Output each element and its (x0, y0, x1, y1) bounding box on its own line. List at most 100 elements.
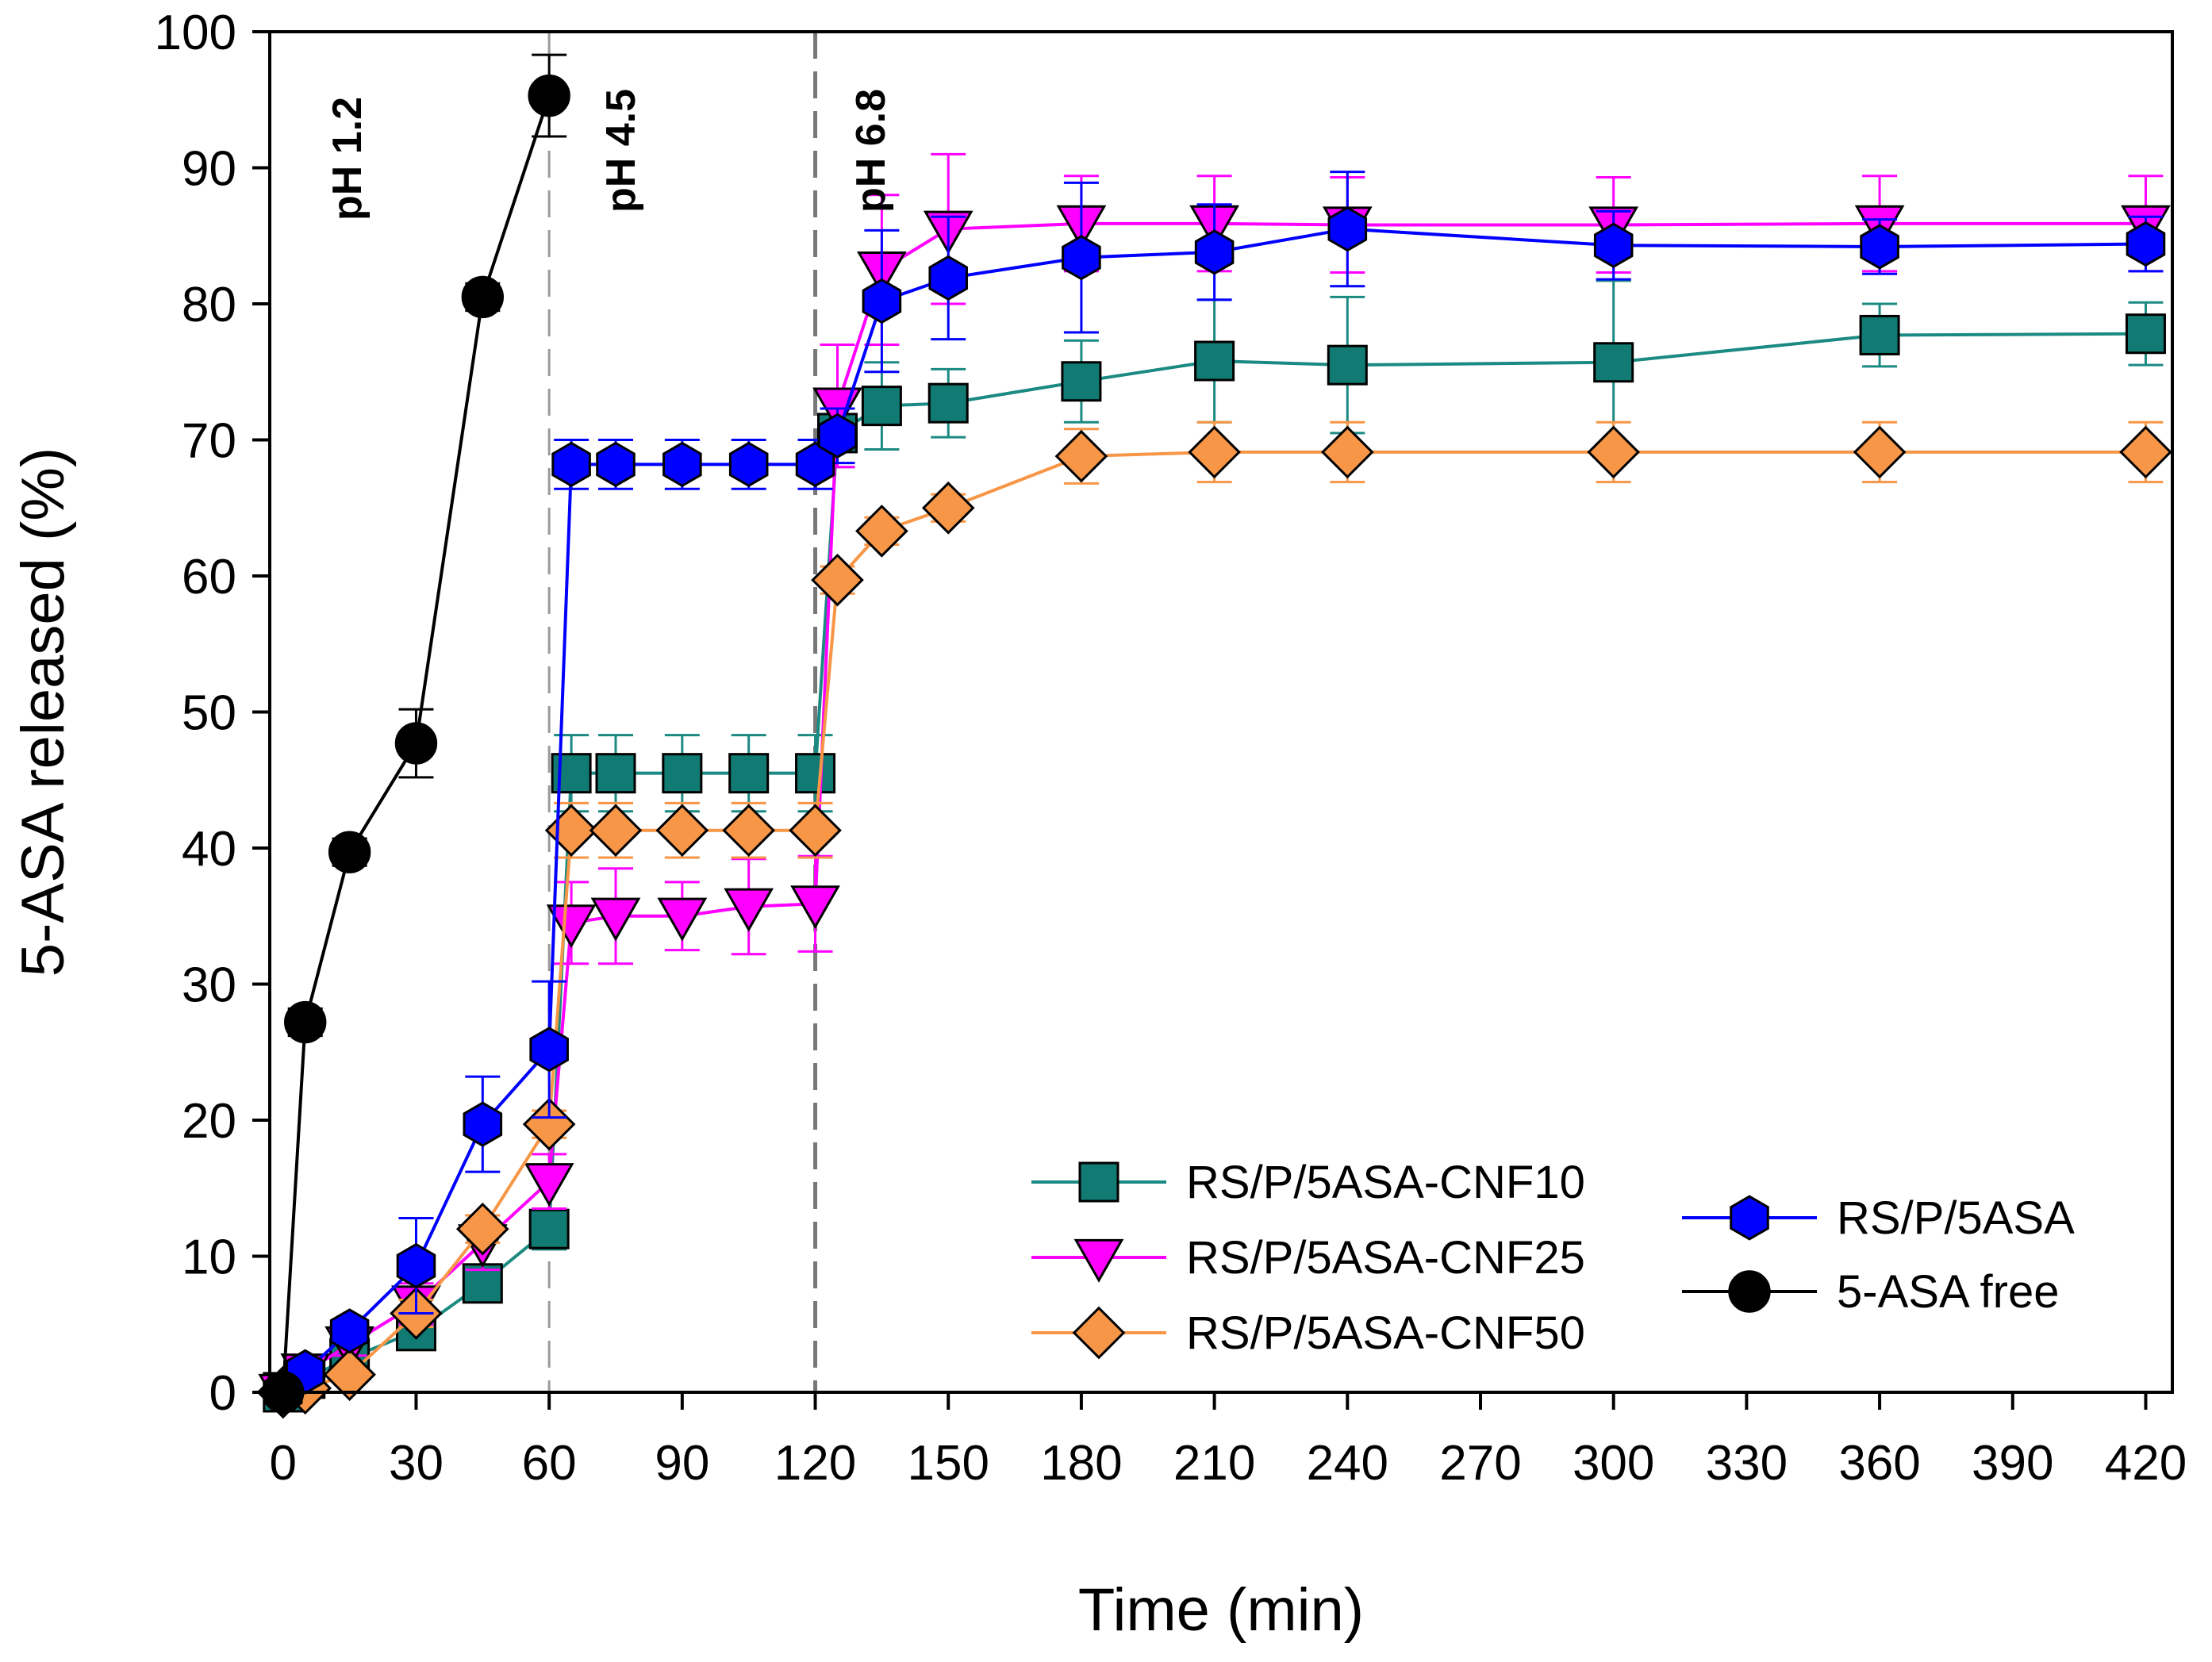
data-point-marker (544, 804, 598, 858)
data-point-marker (589, 804, 643, 858)
x-tick-label: 330 (1706, 1436, 1788, 1491)
data-point-marker (1859, 314, 1900, 355)
legend-label: RS/P/5ASA-CNF50 (1186, 1307, 1585, 1359)
data-point-marker (1730, 1195, 1769, 1241)
axis-layer (252, 30, 2174, 1410)
x-tick-label: 120 (774, 1436, 856, 1491)
data-point-marker (2125, 313, 2166, 355)
data-point-marker (921, 481, 975, 535)
data-point-marker (811, 553, 864, 607)
legend-label: RS/P/5ASA-CNF10 (1186, 1157, 1585, 1208)
data-point-marker (590, 897, 641, 942)
x-tick-label: 270 (1439, 1436, 1521, 1491)
data-point-marker (1054, 429, 1108, 483)
data-point-marker (284, 1000, 327, 1044)
label-layer: 0 30 60 90 120 150 180 210 240 270 300 330 360 390 420… (10, 6, 2187, 1644)
data-point-marker (662, 441, 702, 487)
data-point-marker (1073, 1238, 1124, 1283)
data-point-marker (1194, 229, 1235, 275)
data-point-marker (528, 1208, 570, 1249)
data-point-marker (394, 722, 438, 765)
data-point-marker (551, 441, 591, 487)
data-point-marker (546, 904, 597, 949)
data-point-marker (329, 1308, 370, 1354)
data-point-marker (655, 804, 709, 858)
data-point-marker (323, 1348, 376, 1402)
data-point-marker (522, 1097, 576, 1151)
data-point-marker (928, 255, 969, 301)
data-point-marker (2119, 425, 2172, 479)
data-point-marker (461, 275, 505, 319)
y-tick-label: 80 (182, 278, 236, 332)
x-tick-label: 60 (522, 1436, 577, 1491)
phase-label: pH 6.8 (848, 89, 894, 213)
data-point-marker (861, 386, 902, 427)
legend-label: RS/P/5ASA (1837, 1192, 2075, 1244)
legend-label: RS/P/5ASA-CNF25 (1186, 1232, 1585, 1284)
y-tick-label: 90 (182, 142, 236, 197)
legend-entry: RS/P/5ASA-CNF50 (1031, 1306, 1585, 1360)
data-point-marker (728, 441, 769, 487)
x-tick-label: 300 (1573, 1436, 1654, 1491)
x-tick-label: 390 (1972, 1436, 2053, 1491)
data-point-marker (1072, 1306, 1126, 1360)
data-point-marker (1860, 224, 1899, 270)
y-tick-label: 70 (182, 414, 236, 469)
data-point-marker (789, 804, 842, 858)
x-tick-label: 180 (1040, 1436, 1122, 1491)
data-point-marker (455, 1202, 509, 1256)
data-point-marker (596, 441, 636, 487)
data-point-marker (524, 1163, 574, 1207)
y-tick-label: 30 (182, 958, 236, 1013)
legend-entry: RS/P/5ASA (1682, 1192, 2075, 1244)
data-point-marker (1587, 425, 1641, 479)
data-point-marker (529, 1027, 569, 1073)
x-tick-label: 240 (1307, 1436, 1388, 1491)
legend: RS/P/5ASA-CNF10 RS/P/5ASA-CNF25 RS/P/5ASA-… (1031, 1157, 2075, 1360)
data-point-marker (1728, 1270, 1771, 1313)
data-point-marker (1327, 344, 1368, 386)
y-tick-label: 40 (182, 822, 236, 877)
data-point-marker (528, 74, 570, 117)
x-tick-label: 210 (1173, 1436, 1255, 1491)
data-point-marker (855, 505, 908, 558)
phase-marker-layer (547, 32, 818, 1392)
data-point-marker (862, 278, 902, 324)
y-tick-label: 10 (182, 1230, 236, 1285)
data-point-marker (817, 413, 858, 459)
y-tick-label: 20 (182, 1094, 236, 1149)
x-tick-label: 30 (389, 1436, 444, 1491)
data-point-marker (328, 831, 371, 873)
y-tick-label: 50 (182, 686, 236, 741)
x-tick-label: 420 (2105, 1436, 2187, 1491)
data-point-marker (1327, 206, 1368, 252)
x-tick-label: 360 (1838, 1436, 1920, 1491)
y-tick-label: 100 (155, 6, 236, 60)
legend-entry: 5-ASA free (1682, 1266, 2059, 1318)
series-layer (256, 53, 2172, 1419)
data-point-marker (1853, 425, 1907, 479)
x-tick-label: 150 (908, 1436, 989, 1491)
phase-label: pH 1.2 (325, 97, 371, 221)
data-point-marker (2126, 221, 2166, 267)
x-axis-title: Time (min) (1078, 1576, 1364, 1644)
series-line (281, 94, 551, 1393)
data-point-marker (1320, 425, 1374, 479)
y-tick-label: 0 (209, 1366, 236, 1421)
phase-label: pH 4.5 (598, 89, 644, 213)
data-point-marker (595, 753, 636, 794)
legend-entry: RS/P/5ASA-CNF25 (1031, 1232, 1585, 1284)
data-point-marker (1061, 361, 1102, 402)
data-point-marker (1194, 340, 1235, 382)
data-point-marker (724, 888, 774, 932)
data-point-marker (790, 885, 840, 930)
data-point-marker (1593, 342, 1634, 383)
data-point-marker (722, 804, 776, 858)
data-point-marker (1188, 425, 1241, 479)
y-axis-title: 5-ASA released (%) (10, 447, 77, 977)
series-line (282, 227, 2146, 1394)
series-rs-p-5asa (263, 171, 2166, 1415)
data-point-marker (1062, 235, 1101, 281)
